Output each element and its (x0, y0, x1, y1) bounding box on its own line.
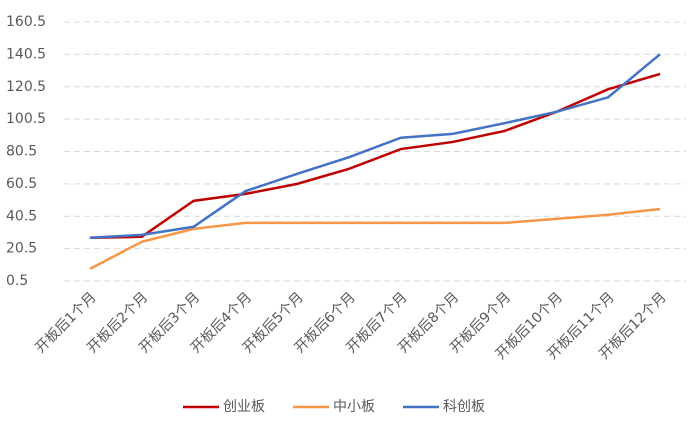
y-tick-label: 140.5 (6, 46, 46, 62)
legend-label: 科创板 (443, 399, 485, 415)
series-line (89, 72, 661, 240)
y-tick-label: 60.5 (6, 176, 37, 192)
y-tick-label: 120.5 (6, 79, 46, 95)
y-tick-label: 20.5 (6, 241, 37, 257)
series-line (89, 207, 661, 270)
y-tick-label: 0.5 (6, 273, 28, 289)
y-tick-label: 80.5 (6, 144, 37, 160)
legend-label: 创业板 (223, 399, 265, 415)
legend-label: 中小板 (333, 399, 375, 415)
y-tick-label: 160.5 (6, 14, 46, 30)
series-line (89, 53, 661, 240)
y-tick-label: 100.5 (6, 111, 46, 127)
y-tick-label: 40.5 (6, 208, 37, 224)
